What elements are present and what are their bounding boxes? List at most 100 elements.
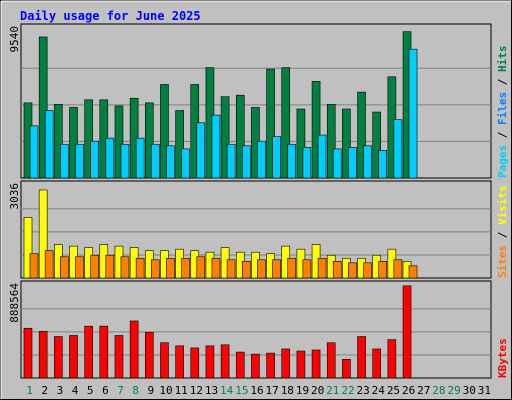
x-tick-label-day-14: 14	[220, 384, 234, 397]
x-tick-label-day-3: 3	[57, 384, 64, 397]
bar-sites-day-24	[378, 261, 388, 279]
series-legend-label: Pages / Files / Hits	[496, 46, 509, 179]
bar-pages-day-21	[332, 148, 342, 179]
bar-hits-day-9	[144, 102, 154, 179]
bar-hits-day-14	[220, 96, 230, 179]
bar-sites-day-23	[363, 262, 372, 279]
bar-hits-day-7	[114, 105, 124, 179]
bar-sites-day-6	[105, 254, 115, 279]
bar-hits-day-17	[266, 68, 275, 179]
bar-hits-day-23	[357, 91, 366, 179]
legend-label-part: KBytes	[496, 338, 509, 378]
bar-sites-day-26	[408, 265, 418, 279]
bar-hits-day-10	[160, 84, 169, 179]
bar-pages-day-20	[317, 134, 327, 179]
bar-kbytes-day-18	[281, 348, 291, 379]
bar-pages-day-14	[226, 143, 236, 179]
bar-sites-day-16	[257, 259, 266, 279]
bar-sites-day-4	[75, 256, 84, 279]
bar-pages-day-8	[135, 137, 145, 179]
x-tick-label-day-1: 1	[26, 384, 33, 397]
x-tick-label-day-8: 8	[132, 384, 139, 397]
bar-sites-day-10	[166, 257, 175, 279]
bar-kbytes-day-4	[69, 335, 78, 379]
bar-kbytes-day-17	[266, 352, 275, 379]
series-legend-label: Sites / Visits	[496, 185, 509, 278]
bar-hits-day-5	[84, 99, 93, 179]
legend-label-part: Files	[496, 92, 509, 125]
bar-pages-day-24	[378, 150, 388, 179]
bar-kbytes-day-19	[296, 350, 306, 379]
bar-hits-day-18	[281, 67, 291, 179]
bar-kbytes-day-15	[235, 351, 245, 379]
x-axis-labels: 1 2 3 4 5 6 7 8 9 10 11 12 13 14 15 16 17 18 19 20 21 22 23 24 2…	[26, 384, 491, 397]
bar-sites-day-20	[317, 257, 327, 279]
bar-pages-day-13	[211, 114, 221, 179]
x-tick-label-day-20: 20	[311, 384, 324, 397]
bar-pages-day-5	[90, 140, 99, 179]
bar-pages-day-16	[257, 140, 266, 179]
x-tick-label-day-9: 9	[148, 384, 155, 397]
bar-kbytes-day-10	[160, 342, 169, 379]
bar-sites-day-21	[332, 261, 342, 279]
panel-hits-files-pages: 9540 Pages / Files / Hits	[8, 23, 509, 179]
x-tick-label-day-16: 16	[250, 384, 263, 397]
bar-sites-day-13	[211, 257, 221, 279]
bar-pages-day-10	[166, 145, 175, 179]
bar-kbytes-day-1	[23, 327, 33, 379]
bar-pages-day-4	[75, 143, 84, 179]
series-legend-label: KBytes	[496, 338, 509, 378]
x-tick-label-day-5: 5	[87, 384, 94, 397]
panel-visits-sites: 3036 Sites / Visits	[8, 180, 509, 279]
x-tick-label-day-7: 7	[117, 384, 124, 397]
bar-kbytes-day-24	[372, 348, 382, 379]
bar-pages-day-7	[120, 143, 130, 179]
series-sites	[29, 250, 418, 279]
bar-sites-day-2	[44, 250, 54, 279]
x-tick-label-day-25: 25	[387, 384, 400, 397]
bar-kbytes-day-16	[251, 353, 260, 379]
bar-kbytes-day-2	[38, 331, 48, 379]
x-tick-label-day-12: 12	[190, 384, 203, 397]
legend-label-part: Visits	[496, 185, 509, 225]
bar-kbytes-day-13	[205, 345, 215, 379]
legend-label-part: /	[496, 225, 509, 245]
bar-kbytes-day-7	[114, 335, 124, 379]
bar-pages-day-9	[150, 143, 160, 179]
x-tick-label-day-29: 29	[447, 384, 460, 397]
bar-pages-day-19	[302, 147, 312, 179]
bar-pages-day-12	[196, 122, 206, 179]
legend-label-part: Pages	[496, 145, 509, 178]
bar-pages-day-26	[408, 48, 418, 179]
bar-pages-day-2	[44, 110, 54, 179]
bar-pages-day-17	[272, 136, 281, 179]
bar-hits-day-20	[311, 81, 321, 179]
x-tick-label-day-10: 10	[159, 384, 172, 397]
legend-label-part: Hits	[496, 46, 509, 73]
x-tick-label-day-24: 24	[372, 384, 386, 397]
bar-pages-day-25	[393, 119, 403, 179]
x-tick-label-day-26: 26	[402, 384, 415, 397]
bar-hits-day-15	[235, 94, 245, 179]
bar-sites-day-11	[181, 257, 190, 279]
x-tick-label-day-23: 23	[357, 384, 370, 397]
bar-pages-day-22	[348, 147, 357, 179]
bar-pages-day-11	[181, 148, 190, 179]
y-axis-max-label: 9540	[8, 26, 21, 53]
bar-sites-day-19	[302, 259, 312, 279]
bar-hits-day-19	[296, 108, 306, 179]
bar-visits-day-2	[38, 189, 48, 279]
x-tick-label-day-17: 17	[266, 384, 279, 397]
bar-sites-day-8	[135, 257, 145, 279]
legend-label-part: /	[496, 125, 509, 145]
panel-kbytes: 888564 KBytes	[8, 280, 509, 379]
bar-kbytes-day-5	[84, 325, 93, 379]
bar-pages-day-1	[29, 125, 39, 179]
bar-kbytes-day-22	[342, 359, 351, 379]
x-tick-label-day-27: 27	[417, 384, 430, 397]
bar-kbytes-day-21	[326, 342, 336, 379]
bar-hits-day-11	[175, 110, 184, 179]
bar-pages-day-3	[60, 143, 69, 179]
bar-sites-day-9	[150, 259, 160, 279]
